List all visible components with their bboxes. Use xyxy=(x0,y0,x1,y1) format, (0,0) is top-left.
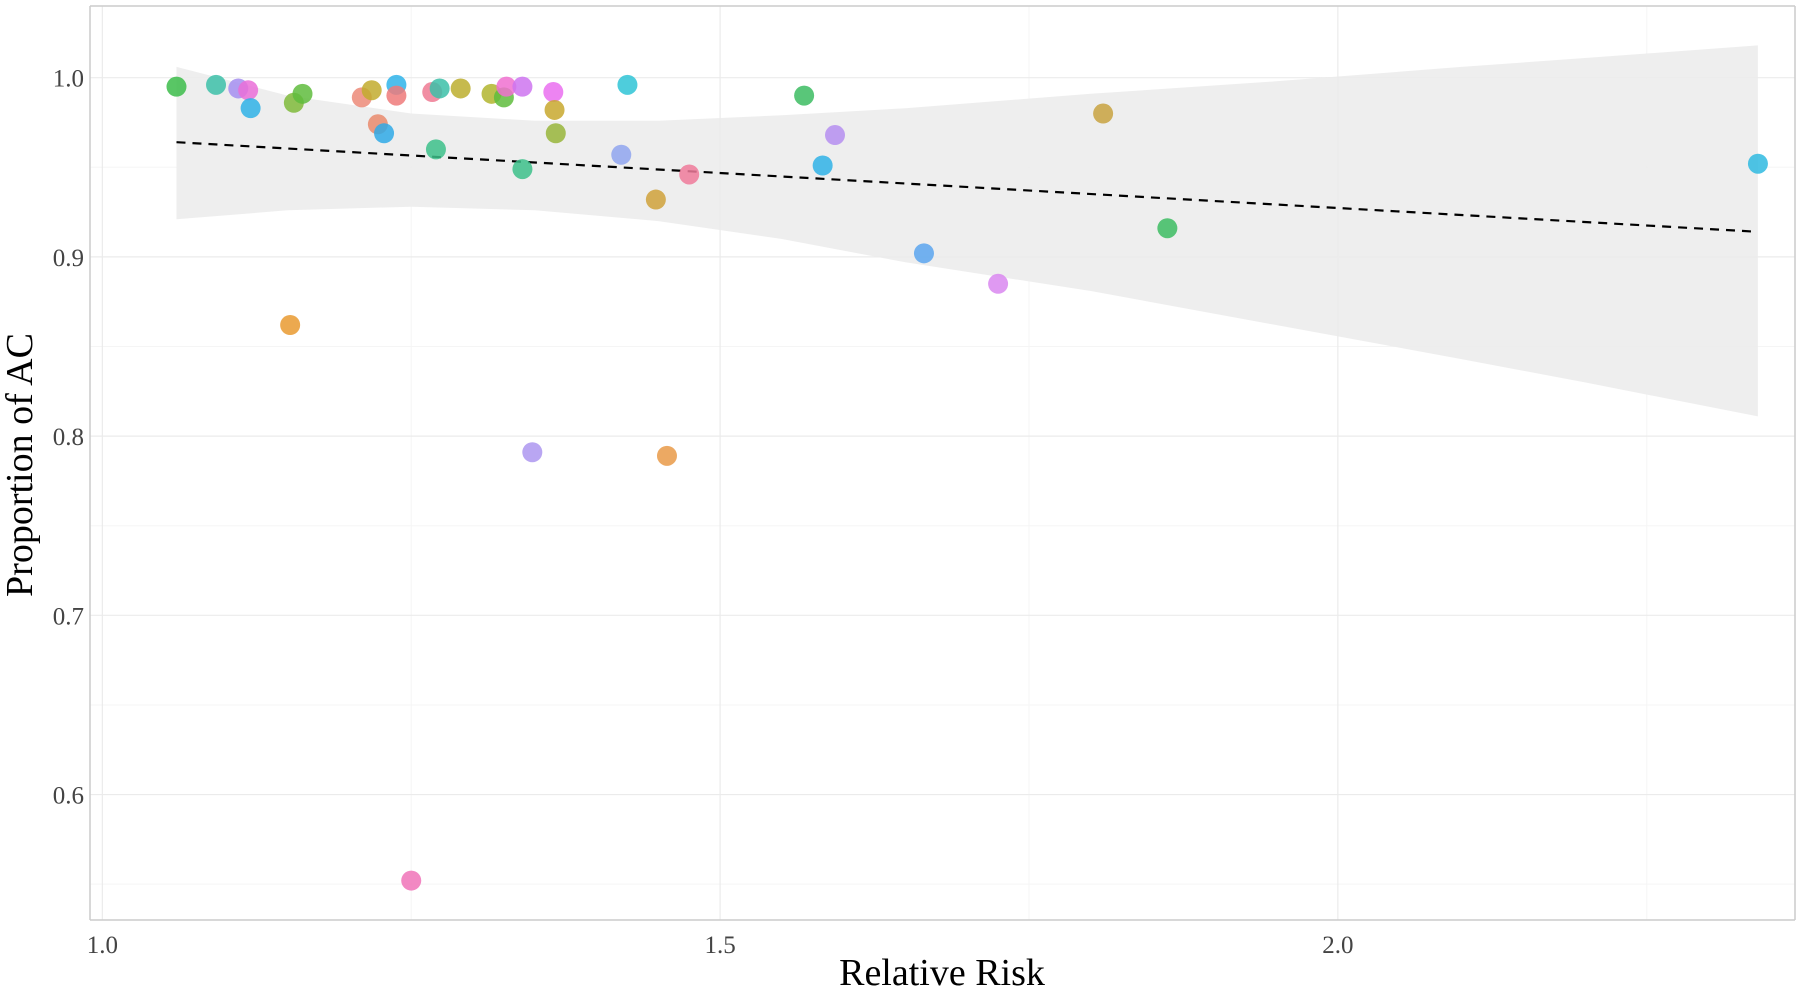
data-point xyxy=(166,76,187,97)
x-axis-title: Relative Risk xyxy=(839,952,1045,994)
data-point xyxy=(361,80,382,101)
data-point xyxy=(206,74,227,95)
y-tick-label: 0.7 xyxy=(53,603,84,630)
data-point xyxy=(522,442,543,463)
data-point xyxy=(794,85,815,106)
y-tick-label: 1.0 xyxy=(53,66,84,93)
data-point xyxy=(825,125,846,146)
y-tick-label: 0.9 xyxy=(53,245,84,272)
data-point xyxy=(450,78,471,99)
data-point xyxy=(429,78,450,99)
tick-labels: 1.0 1.5 2.0 0.6 0.7 0.8 0.9 1.0 xyxy=(53,66,1354,959)
data-point xyxy=(1093,103,1114,124)
confidence-band xyxy=(176,45,1758,417)
x-tick-label: 1.0 xyxy=(87,932,118,959)
x-tick-label: 1.5 xyxy=(704,932,735,959)
data-point xyxy=(1747,153,1768,174)
data-point xyxy=(611,144,632,165)
confidence-band-layer xyxy=(176,45,1758,417)
data-point xyxy=(1157,218,1178,239)
data-point xyxy=(280,315,301,336)
data-point xyxy=(238,80,259,101)
data-point xyxy=(544,99,565,120)
data-point xyxy=(374,123,395,144)
data-point xyxy=(496,76,517,97)
data-points xyxy=(166,74,1768,891)
x-tick-label: 2.0 xyxy=(1322,932,1353,959)
data-point xyxy=(617,74,638,95)
data-point xyxy=(543,82,564,103)
y-tick-label: 0.6 xyxy=(53,783,84,810)
data-point xyxy=(512,76,533,97)
data-point xyxy=(545,123,566,144)
data-point xyxy=(512,159,533,180)
data-point xyxy=(679,164,700,185)
data-point xyxy=(401,870,422,891)
y-axis-title: Proportion of AC xyxy=(0,333,41,597)
y-tick-label: 0.8 xyxy=(53,424,84,451)
axes xyxy=(89,5,1796,921)
data-point xyxy=(988,273,1009,294)
data-point xyxy=(913,243,934,264)
data-point xyxy=(292,83,313,104)
data-point xyxy=(425,139,446,160)
data-point xyxy=(812,155,833,176)
data-point xyxy=(386,85,407,106)
data-point xyxy=(645,189,666,210)
data-point xyxy=(656,445,677,466)
data-point xyxy=(240,98,261,119)
